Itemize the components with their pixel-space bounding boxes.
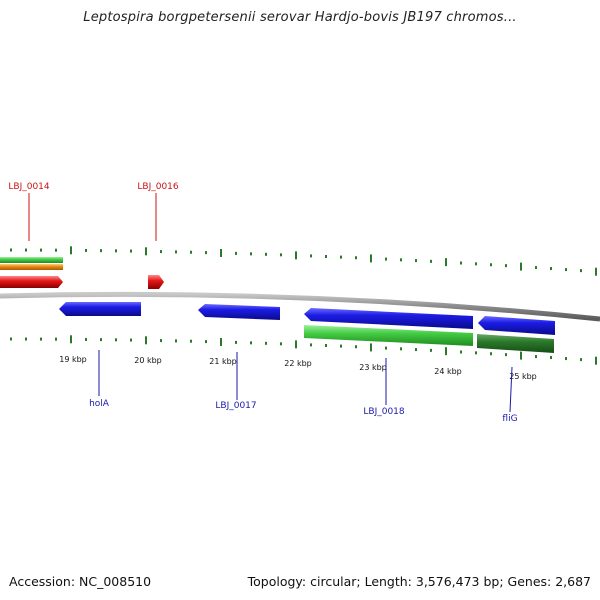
gene-label-lbj-0016[interactable]: LBJ_0016 (137, 182, 179, 192)
upper-tick-track (10, 246, 597, 276)
kbp-label: 20 kbp (134, 356, 162, 365)
kbp-label: 24 kbp (434, 367, 462, 376)
gene-label-lbj-0017[interactable]: LBJ_0017 (215, 401, 256, 411)
kbp-label: 25 kbp (509, 372, 537, 381)
gene-label-hola[interactable]: holA (89, 399, 110, 409)
features-above (0, 257, 164, 289)
feature-red-arrow-lbj-0016[interactable] (148, 275, 164, 289)
leader-line-flig (509, 366, 513, 413)
gene-label-lbj-0018[interactable]: LBJ_0018 (363, 407, 405, 417)
genome-summary-text: Topology: circular; Length: 3,576,473 bp… (247, 574, 591, 589)
feature-orange-bar[interactable] (0, 264, 63, 270)
bottom-gene-labels: holA LBJ_0017 LBJ_0018 fliG (89, 350, 518, 424)
chromosome-backbone (0, 291, 600, 322)
features-below (59, 302, 555, 353)
kbp-label: 23 kbp (359, 363, 387, 372)
feature-blue-arrow-lbj-0017[interactable] (198, 304, 280, 320)
feature-green-bar-lbj-0018[interactable] (304, 325, 473, 346)
chromosome-title: Leptospira borgpetersenii serovar Hardjo… (83, 10, 517, 25)
top-gene-labels: LBJ_0014 LBJ_0016 (8, 182, 179, 241)
gene-label-lbj-0014[interactable]: LBJ_0014 (8, 182, 50, 192)
feature-blue-arrow-hola[interactable] (59, 302, 141, 316)
kbp-label: 19 kbp (59, 355, 87, 364)
feature-darkgreen-bar-flig[interactable] (477, 334, 554, 353)
feature-green-bar[interactable] (0, 257, 63, 263)
lower-tick-track (10, 335, 597, 365)
gene-label-flig[interactable]: fliG (502, 414, 517, 424)
accession-text: Accession: NC_008510 (9, 574, 152, 589)
kbp-labels: 19 kbp 20 kbp 21 kbp 22 kbp 23 kbp 24 kb… (59, 355, 537, 381)
kbp-label: 22 kbp (284, 359, 312, 368)
feature-blue-arrow-flig[interactable] (478, 316, 555, 335)
feature-blue-arrow-lbj-0018[interactable] (304, 308, 473, 329)
feature-red-arrow-lbj-0014[interactable] (0, 276, 63, 288)
kbp-label: 21 kbp (209, 357, 237, 366)
